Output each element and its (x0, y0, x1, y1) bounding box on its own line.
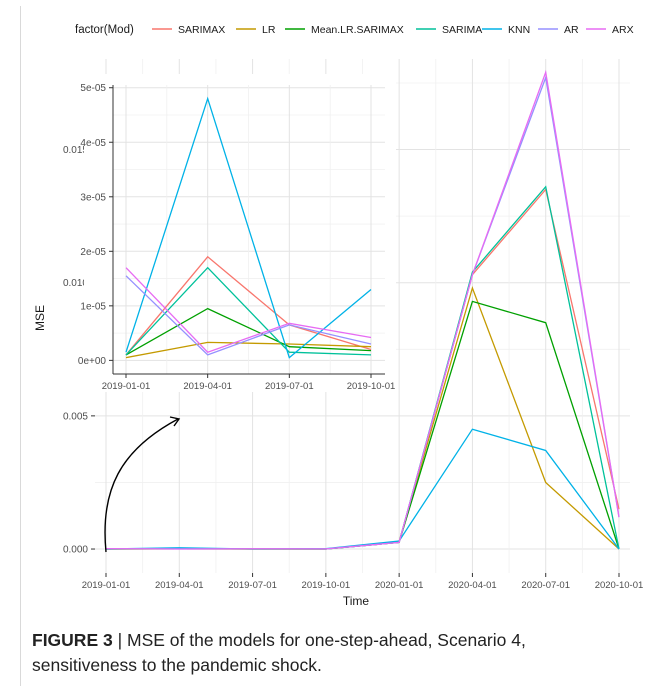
legend-label: SARIMAX (178, 24, 225, 36)
inset-series-line (125, 96, 372, 359)
inset-x-tick-label: 2019-07-01 (265, 381, 314, 392)
main-series-line (105, 69, 620, 550)
legend-label: Mean.LR.SARIMAX (311, 24, 404, 36)
legend-label: LR (262, 24, 276, 36)
legend-label: AR (564, 24, 579, 36)
inset-series-line (125, 266, 372, 356)
legend-label: KNN (508, 24, 530, 36)
figure-caption-separator: | (112, 630, 127, 650)
inset-y-tick-label: 5e-05 (80, 83, 106, 94)
legend-title: factor(Mod) (75, 24, 134, 36)
inset-series-line (125, 307, 372, 356)
inset-y-tick-label: 3e-05 (80, 192, 106, 203)
legend: factor(Mod) SARIMAX LR Mean.LR.SARIMAX SARI… (75, 24, 634, 36)
inset-x-tick-label: 2019-04-01 (183, 381, 232, 392)
main-x-tick-label: 2019-04-01 (155, 580, 204, 591)
inset-x-tick-label: 2019-01-01 (102, 381, 151, 392)
main-y-tick-label: 0.005 (63, 411, 88, 422)
zoom-arrow-head (169, 416, 181, 427)
inset-series-line (125, 255, 372, 356)
y-axis-label: MSE (33, 305, 47, 331)
main-x-tick-label: 2019-10-01 (302, 580, 351, 591)
main-x-tick-label: 2020-01-01 (375, 580, 424, 591)
inset-y-tick-label: 1e-05 (80, 301, 106, 312)
inset-grid (113, 85, 385, 374)
legend-label: ARX (612, 24, 634, 36)
main-axes: 0.000 0.005 0.010 0.015 2019-01-01 2019-04-01… (63, 145, 643, 591)
inset-y-tick-label: 0e+00 (78, 356, 107, 367)
main-x-tick-label: 2020-04-01 (448, 580, 497, 591)
zoom-arrow (104, 416, 181, 553)
main-series (105, 69, 620, 550)
figure-border (20, 6, 649, 686)
main-x-tick-label: 2020-07-01 (521, 580, 570, 591)
inset-x-tick-label: 2019-10-01 (347, 381, 396, 392)
x-axis-label: Time (343, 594, 370, 608)
figure-caption: FIGURE 3 | MSE of the models for one-ste… (32, 628, 632, 678)
inset-y-tick-label: 4e-05 (80, 138, 106, 149)
inset-series-line (125, 275, 372, 356)
figure-caption-label: FIGURE 3 (32, 630, 113, 650)
inset-plot: 0e+00 1e-05 2e-05 3e-05 4e-05 5e-05 2019-01-01… (78, 74, 396, 392)
main-x-tick-label: 2020-10-01 (595, 580, 644, 591)
main-series-line (105, 428, 620, 550)
main-y-tick-label: 0.015 (63, 145, 88, 156)
inset-series-line (125, 341, 372, 359)
main-x-tick-label: 2019-01-01 (82, 580, 131, 591)
inset-series-line (125, 267, 372, 353)
main-x-tick-label: 2019-07-01 (228, 580, 277, 591)
figure-caption-text: MSE of the models for one-step-ahead, Sc… (32, 630, 526, 675)
inset-series (125, 96, 372, 359)
inset-axes: 0e+00 1e-05 2e-05 3e-05 4e-05 5e-05 2019-01-01… (78, 83, 395, 392)
main-y-tick-label: 0.000 (63, 545, 88, 556)
main-y-tick-label: 0.010 (63, 278, 88, 289)
legend-label: SARIMA (442, 24, 482, 36)
inset-y-tick-label: 2e-05 (80, 247, 106, 258)
zoom-arrow-curve (104, 418, 179, 553)
chart: factor(Mod) SARIMAX LR Mean.LR.SARIMAX SARI… (33, 24, 643, 608)
